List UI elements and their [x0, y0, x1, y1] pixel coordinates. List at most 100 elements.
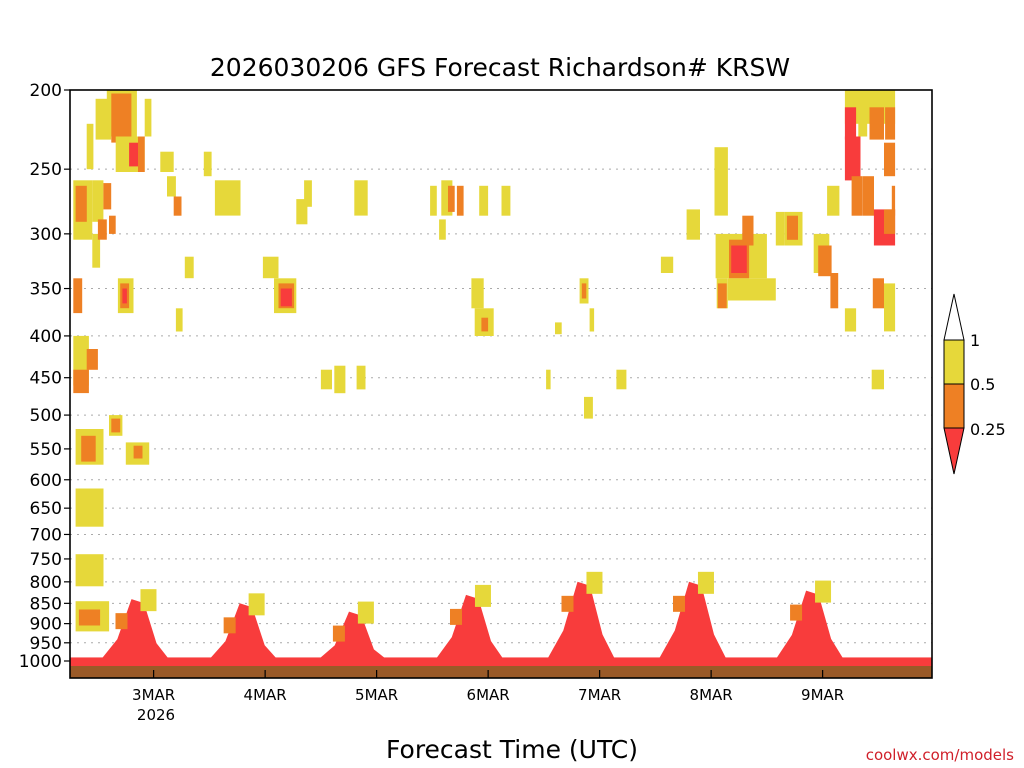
chart-title: 2026030206 GFS Forecast Richardson# KRSW: [210, 53, 790, 82]
x-tick-label: 5MAR: [355, 686, 398, 704]
heatmap-cell: [73, 278, 83, 314]
ground-band: [70, 666, 932, 678]
y-tick-label: 400: [30, 327, 62, 347]
heatmap-cell: [354, 180, 368, 216]
legend-swatch: [943, 293, 965, 341]
heatmap-cell: [775, 211, 785, 246]
boundary-layer-fringe: [815, 580, 832, 603]
heatmap-cell: [184, 256, 194, 279]
heatmap-cell: [660, 256, 674, 273]
boundary-layer-burst: [547, 581, 615, 660]
heatmap-cell: [858, 107, 868, 137]
heatmap-cell: [589, 308, 595, 332]
heatmap-cell: [818, 245, 832, 277]
heatmap-cell: [885, 107, 896, 140]
y-tick-label: 250: [30, 160, 62, 180]
heatmap-cell: [727, 278, 776, 301]
boundary-layer-fringe: [790, 604, 803, 621]
heatmap-cell: [430, 185, 437, 216]
heatmap-cell: [884, 283, 896, 332]
heatmap-cell: [439, 219, 446, 240]
y-tick-label: 550: [30, 440, 62, 460]
heatmap-cell: [481, 317, 489, 332]
x-axis-title: Forecast Time (UTC): [386, 735, 638, 764]
y-tick-label: 950: [30, 634, 62, 654]
heatmap-cell: [86, 123, 94, 170]
y-tick-label: 750: [30, 550, 62, 570]
heatmap-cell: [844, 107, 857, 140]
boundary-layer-fringe: [586, 571, 603, 594]
heatmap-cell: [320, 369, 332, 390]
legend-label: 0.5: [970, 375, 995, 394]
heatmap-cell: [869, 107, 884, 140]
heatmap-cell: [175, 308, 183, 332]
y-tick-label: 200: [30, 81, 62, 101]
boundary-layer-fringe: [697, 571, 714, 594]
heatmap-cell: [138, 136, 145, 172]
legend-swatch: [943, 383, 965, 429]
y-tick-label: 700: [30, 525, 62, 545]
heatmap-cell: [280, 288, 292, 307]
boundary-layer-fringe: [140, 589, 157, 612]
legend-swatch: [943, 427, 965, 475]
heatmap-cell: [109, 215, 116, 234]
boundary-layer-fringe: [115, 613, 128, 630]
heatmap-cell: [501, 185, 511, 216]
heatmap-cell: [92, 233, 101, 268]
heatmap-cell: [160, 151, 174, 172]
boundary-layer-fringe: [561, 595, 574, 612]
heatmap-cell: [686, 209, 700, 240]
boundary-layer-fringe: [223, 617, 236, 634]
heatmap-cell: [75, 554, 104, 587]
heatmap-cell: [75, 185, 87, 222]
heatmap-cell: [103, 183, 112, 210]
heatmap-cell: [731, 245, 747, 273]
x-tick-label: 4MAR: [244, 686, 287, 704]
legend: 1 0.5 0.25: [943, 293, 1006, 475]
heatmap-cell: [75, 488, 104, 527]
heatmap-cell: [884, 142, 896, 177]
y-tick-label: 600: [30, 471, 62, 491]
heatmap-cell: [479, 185, 489, 216]
y-tick-label: 1000: [19, 652, 62, 672]
heatmap-cell: [144, 98, 152, 137]
boundary-layer-fringe: [474, 584, 491, 607]
heatmap-cell: [891, 185, 896, 216]
boundary-layer-burst: [209, 603, 278, 660]
legend-swatch: [943, 339, 965, 385]
heatmap-cell: [717, 283, 727, 309]
y-axis: 200 250 300 350 400 450 500 550 600 650 700 750 8008…: [19, 81, 70, 672]
heatmap-cell: [851, 176, 863, 216]
surface-layer: [70, 657, 932, 666]
x-tick-label: 6MAR: [467, 686, 510, 704]
x-year-label: 2026: [137, 706, 175, 724]
heatmap-cell: [111, 418, 121, 433]
heatmap-cell: [555, 322, 562, 335]
y-tick-label: 900: [30, 615, 62, 635]
plot-area: [69, 89, 933, 679]
x-tick-label: 8MAR: [690, 686, 733, 704]
heatmap-cell: [830, 273, 839, 309]
boundary-layer: [101, 571, 844, 660]
heatmap-cell: [844, 136, 861, 181]
plot-border: [69, 89, 933, 679]
heatmap-cell: [304, 180, 312, 207]
heatmap-cell: [471, 278, 484, 309]
heatmap-cell: [214, 180, 241, 216]
heatmap-cell: [92, 180, 104, 222]
heatmap-cell: [581, 283, 587, 299]
y-tick-label: 300: [30, 225, 62, 245]
boundary-layer-fringe: [248, 593, 265, 616]
heatmap-cell: [616, 369, 627, 390]
legend-label: 0.25: [970, 420, 1006, 439]
boundary-layer-burst: [775, 590, 844, 660]
heatmap-cell: [714, 147, 728, 216]
heatmap-cell: [262, 256, 279, 279]
y-tick-label: 850: [30, 594, 62, 614]
heatmap-cell: [122, 288, 127, 304]
heatmap-cell: [78, 609, 101, 626]
heatmap-cell: [862, 176, 874, 216]
surface-cell: [70, 657, 932, 666]
heatmap-cell: [203, 151, 212, 177]
